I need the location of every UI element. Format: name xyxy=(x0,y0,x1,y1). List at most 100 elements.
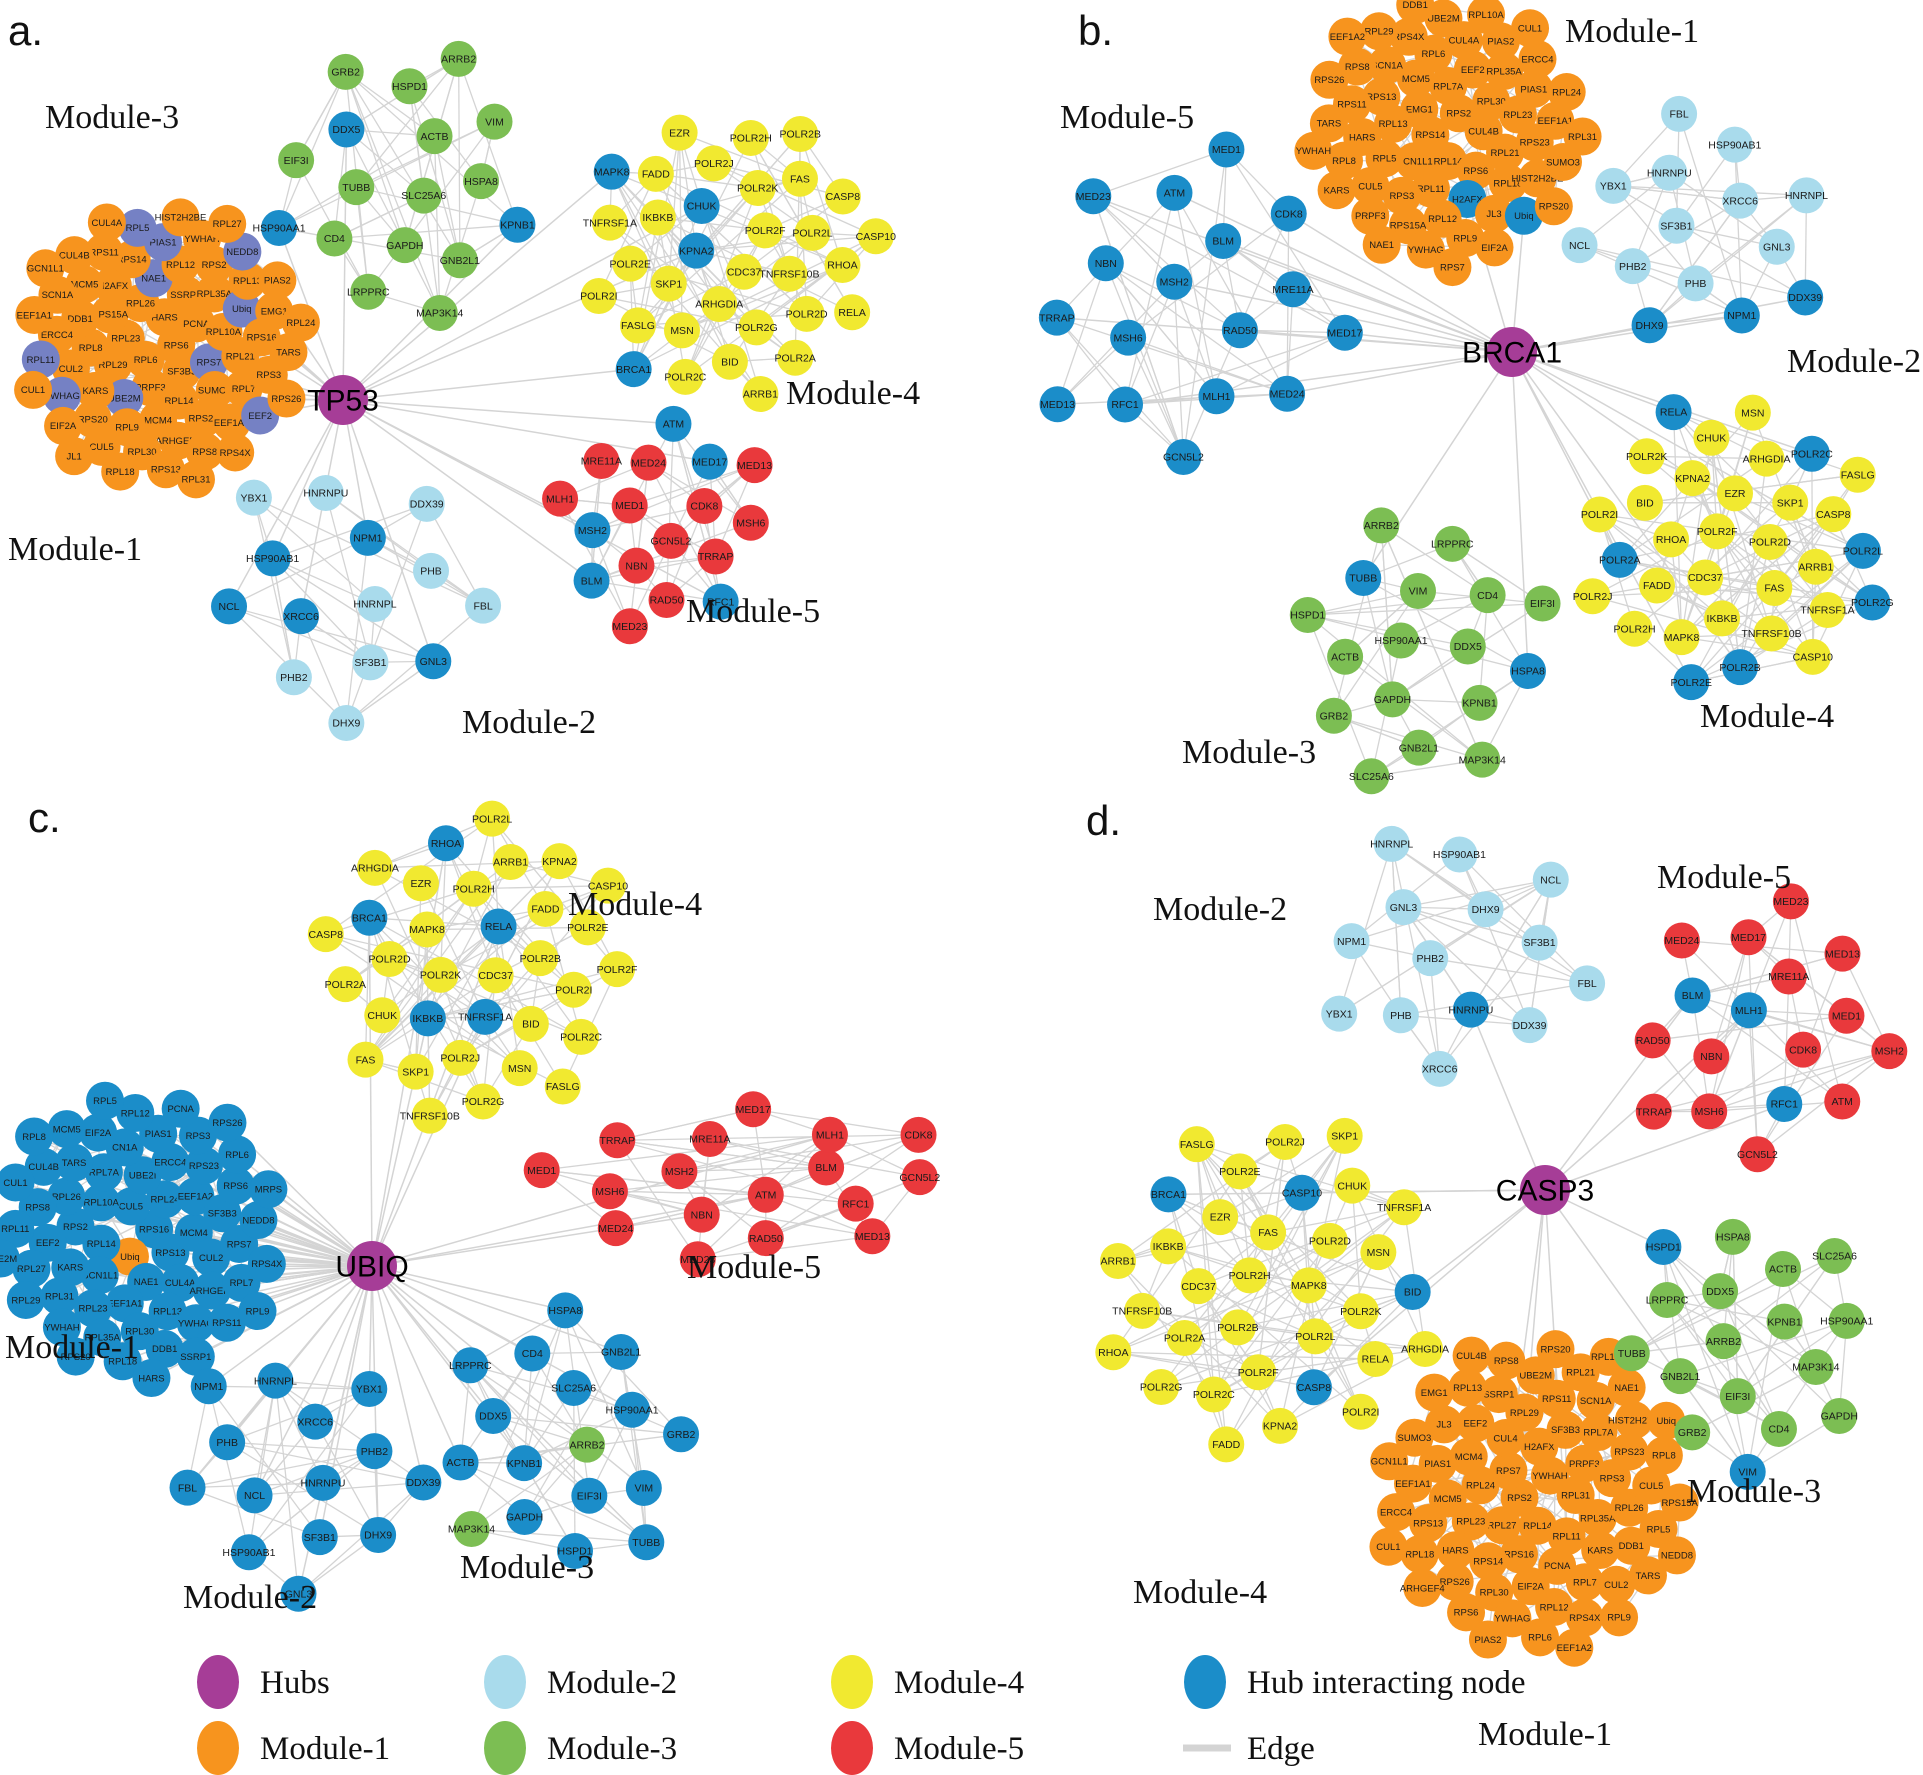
node-label: MCM5 xyxy=(1402,74,1430,85)
node-circle xyxy=(637,155,674,192)
node-circle xyxy=(901,1159,938,1196)
node-label: POLR2J xyxy=(1265,1137,1305,1149)
node-circle xyxy=(1412,940,1449,977)
node-circle xyxy=(105,379,144,418)
edge xyxy=(1167,1193,1251,1276)
node-circle xyxy=(1297,1318,1334,1355)
edge xyxy=(681,264,843,331)
node-MAP3K14: MAP3K14 xyxy=(448,1511,495,1548)
node-label: YBX1 xyxy=(356,1384,383,1396)
node-circle xyxy=(1547,72,1586,111)
node-label: GNB2L1 xyxy=(440,255,480,267)
node-circle xyxy=(347,1041,384,1078)
node-TNFRSF10B: TNFRSF10B xyxy=(759,255,820,292)
node-RPS3: RPS3 xyxy=(1382,176,1421,215)
node-circle xyxy=(1360,1234,1397,1271)
node-circle xyxy=(1374,681,1411,718)
node-circle xyxy=(736,447,773,484)
node-label: JL3 xyxy=(1436,1420,1451,1431)
node-circle xyxy=(442,1039,479,1076)
node-HSP90AA1: HSP90AA1 xyxy=(1820,1302,1873,1339)
node-XRCC6: XRCC6 xyxy=(283,598,320,635)
node-label: RPL14 xyxy=(1523,1521,1552,1532)
node-label: POLR2F xyxy=(597,964,638,976)
edge xyxy=(617,1134,919,1141)
hub-edge xyxy=(208,1265,373,1387)
hub-edge xyxy=(1174,192,1513,353)
node-label: KPNB1 xyxy=(500,219,535,231)
node-label: FASLG xyxy=(621,320,655,332)
node-label: DHX9 xyxy=(332,718,360,730)
node-circle xyxy=(465,1083,502,1120)
edge xyxy=(1771,550,1864,634)
edge xyxy=(427,1017,564,1088)
node-circle xyxy=(350,273,387,310)
node-GCN5L2: GCN5L2 xyxy=(1163,439,1204,476)
edge xyxy=(355,58,460,188)
node-circle xyxy=(747,1176,784,1213)
node-circle xyxy=(1569,965,1606,1002)
node-circle xyxy=(421,294,458,331)
node-label: EZR xyxy=(410,878,431,890)
node-ERCC4: ERCC4 xyxy=(1377,1493,1416,1532)
node-circle xyxy=(405,1464,442,1501)
node-label: PHB xyxy=(420,566,442,578)
edge xyxy=(1338,843,1393,1014)
node-circle xyxy=(1546,1410,1585,1449)
node-RPS23: RPS23 xyxy=(1610,1432,1649,1471)
node-circle xyxy=(591,204,628,241)
edge xyxy=(1362,577,1394,700)
node-ARRB2: ARRB2 xyxy=(440,40,477,77)
node-RPL24: RPL24 xyxy=(281,303,320,342)
edge xyxy=(679,131,801,180)
node-label: RPS11 xyxy=(89,247,118,258)
node-RELA: RELA xyxy=(1655,394,1692,431)
node-circle xyxy=(1328,17,1367,56)
node-label: CUL4A xyxy=(92,218,123,229)
node-RPL27: RPL27 xyxy=(12,1249,51,1288)
legend-swatch-hib xyxy=(1184,1655,1226,1709)
node-YBX1: YBX1 xyxy=(1595,167,1632,204)
node-circle xyxy=(571,1477,608,1514)
node-label: HSPA8 xyxy=(1511,666,1545,678)
node-NAE1: NAE1 xyxy=(1607,1368,1646,1407)
node-label: RPS11 xyxy=(1542,1394,1571,1405)
node-circle xyxy=(1661,95,1698,132)
node-circle xyxy=(1382,997,1419,1034)
node-POLR2A: POLR2A xyxy=(774,339,816,376)
node-label: NPM1 xyxy=(1337,936,1366,948)
node-RPS8: RPS8 xyxy=(1487,1341,1526,1380)
node-label: DDB1 xyxy=(67,314,92,325)
node-SKP1: SKP1 xyxy=(1326,1117,1363,1154)
node-circle xyxy=(1770,958,1807,995)
node-label: RFC1 xyxy=(1111,399,1139,411)
node-circle xyxy=(1434,525,1471,562)
node-FADD: FADD xyxy=(1638,567,1675,604)
node-circle xyxy=(639,199,676,236)
node-label: HSP90AB1 xyxy=(1433,849,1486,861)
node-label: RPL10A xyxy=(83,1198,119,1209)
node-label: FADD xyxy=(1212,1439,1240,1451)
node-label: BID xyxy=(721,356,739,368)
node-RPS11: RPS11 xyxy=(207,1303,246,1342)
node-label: RPS16 xyxy=(1504,1550,1534,1561)
node-circle xyxy=(1614,1401,1653,1440)
node-circle xyxy=(1722,649,1759,686)
node-YWHAH: YWHAH xyxy=(1530,1456,1569,1495)
node-label: Ubiq xyxy=(232,304,252,315)
node-EIF3I: EIF3I xyxy=(1524,585,1561,622)
hub-edge xyxy=(271,399,344,559)
node-label: PIAS1 xyxy=(150,238,177,249)
edge xyxy=(1219,1135,1346,1218)
node-ATM: ATM xyxy=(1824,1083,1861,1120)
node-label: POLR2C xyxy=(1791,448,1833,460)
node-label: EMG1 xyxy=(261,306,288,317)
node-HNRNPU: HNRNPU xyxy=(1647,154,1692,191)
node-circle xyxy=(663,1416,700,1453)
node-POLR2C: POLR2C xyxy=(664,358,707,395)
node-label: KARS xyxy=(1324,186,1350,197)
node-RPS14: RPS14 xyxy=(1469,1542,1508,1581)
edge xyxy=(1333,525,1382,716)
node-POLR2E: POLR2E xyxy=(610,245,651,282)
